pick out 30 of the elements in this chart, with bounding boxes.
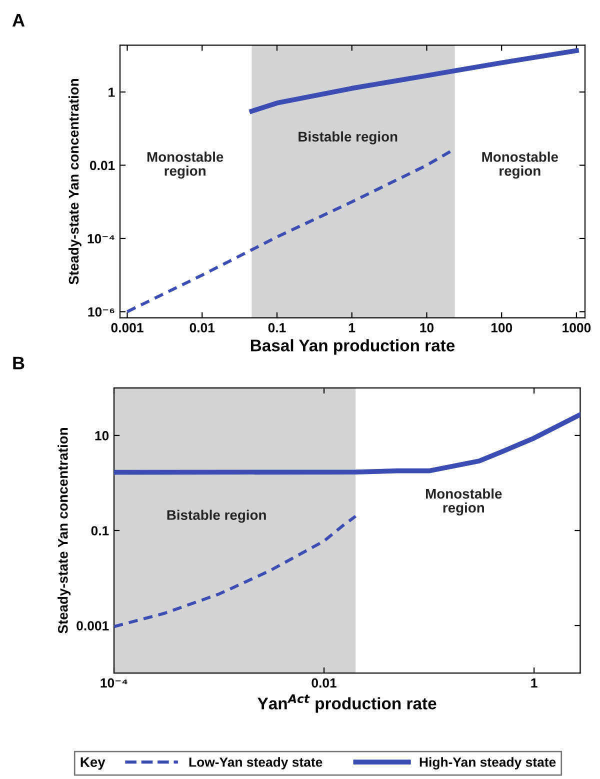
x-tick-label: 0.01 [312, 678, 337, 688]
x-axis-title: Basal Yan production rate [250, 339, 455, 355]
annotation: Monostable region [482, 152, 558, 179]
y-tick-label: 0.01 [90, 160, 115, 170]
annotation: Bistable region [298, 131, 398, 144]
y-tick-label: 10 [95, 431, 109, 440]
legend-label: High-Yan steady state [420, 757, 556, 770]
y-axis-title: Steady-state Yan concentration [58, 428, 71, 634]
legend-label: Low-Yan steady state [189, 757, 322, 770]
y-tick-label: 10⁻⁶ [88, 307, 114, 317]
chart-title: B [13, 356, 24, 370]
x-tick-label: 1000 [562, 323, 591, 332]
annotation: Monostable region [147, 152, 224, 179]
x-tick-label: 10 [420, 323, 434, 332]
x-tick-label: 0.001 [111, 323, 144, 332]
annotation: Monostable region [426, 488, 502, 516]
x-tick-label: 0.1 [268, 323, 286, 332]
y-tick-label: 10⁻⁴ [88, 234, 114, 244]
y-tick-label: 0.001 [76, 621, 109, 630]
y-tick-label: 0.1 [91, 526, 109, 536]
y-axis-title: Steady-state Yan concentration [68, 79, 82, 284]
chart-title: A [12, 14, 25, 26]
x-tick-label: 1 [531, 678, 538, 688]
legend-title: Key [80, 757, 106, 770]
annotation: Bistable region [167, 510, 266, 523]
x-tick-label: 0.01 [190, 323, 215, 332]
x-axis-title: Yan$^{Act}$ production rate [258, 694, 436, 713]
x-tick-label: 1 [349, 323, 356, 332]
y-tick-label: 1 [108, 88, 115, 97]
x-tick-label: 100 [491, 323, 512, 332]
